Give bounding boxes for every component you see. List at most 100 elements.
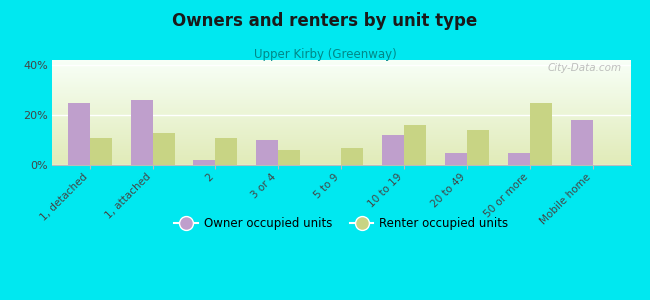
- Bar: [52, 92, 630, 94]
- Bar: [52, 122, 630, 123]
- Bar: [52, 85, 630, 86]
- Bar: [52, 111, 630, 112]
- Bar: [52, 152, 630, 153]
- Bar: [52, 109, 630, 110]
- Bar: [52, 164, 630, 165]
- Bar: [52, 129, 630, 130]
- Bar: [52, 148, 630, 149]
- Bar: [52, 77, 630, 78]
- Bar: [52, 60, 630, 61]
- Bar: [404, 125, 426, 165]
- Bar: [467, 130, 489, 165]
- Bar: [52, 127, 630, 128]
- Bar: [153, 133, 175, 165]
- Bar: [52, 73, 630, 74]
- Bar: [131, 100, 153, 165]
- Bar: [52, 140, 630, 141]
- Bar: [52, 104, 630, 105]
- Bar: [52, 79, 630, 80]
- Bar: [52, 71, 630, 73]
- Bar: [52, 63, 630, 64]
- Bar: [52, 68, 630, 69]
- Bar: [52, 134, 630, 136]
- Bar: [52, 116, 630, 117]
- Bar: [52, 131, 630, 132]
- Bar: [52, 67, 630, 68]
- Bar: [52, 142, 630, 143]
- Bar: [52, 155, 630, 157]
- Bar: [52, 138, 630, 139]
- Bar: [52, 144, 630, 145]
- Bar: [68, 103, 90, 165]
- Bar: [52, 124, 630, 125]
- Bar: [52, 86, 630, 87]
- Bar: [508, 152, 530, 165]
- Bar: [52, 119, 630, 120]
- Bar: [52, 106, 630, 107]
- Bar: [52, 143, 630, 144]
- Text: Upper Kirby (Greenway): Upper Kirby (Greenway): [254, 48, 396, 61]
- Bar: [52, 97, 630, 98]
- Bar: [52, 145, 630, 146]
- Bar: [278, 150, 300, 165]
- Bar: [52, 141, 630, 142]
- Bar: [52, 74, 630, 75]
- Bar: [52, 163, 630, 164]
- Bar: [52, 110, 630, 111]
- Bar: [52, 151, 630, 152]
- Bar: [52, 146, 630, 147]
- Bar: [52, 153, 630, 154]
- Bar: [52, 121, 630, 122]
- Bar: [52, 99, 630, 100]
- Bar: [52, 80, 630, 81]
- Bar: [52, 150, 630, 151]
- Bar: [52, 87, 630, 88]
- Bar: [52, 149, 630, 150]
- Bar: [52, 83, 630, 84]
- Bar: [52, 89, 630, 90]
- Bar: [382, 135, 404, 165]
- Bar: [52, 136, 630, 138]
- Bar: [216, 137, 237, 165]
- Bar: [52, 108, 630, 109]
- Bar: [52, 105, 630, 106]
- Bar: [52, 139, 630, 140]
- Bar: [52, 101, 630, 102]
- Bar: [52, 98, 630, 99]
- Legend: Owner occupied units, Renter occupied units: Owner occupied units, Renter occupied un…: [170, 212, 513, 235]
- Bar: [52, 78, 630, 79]
- Bar: [52, 95, 630, 96]
- Bar: [90, 137, 112, 165]
- Bar: [52, 75, 630, 76]
- Bar: [52, 125, 630, 126]
- Bar: [52, 113, 630, 115]
- Bar: [52, 76, 630, 77]
- Bar: [52, 132, 630, 134]
- Bar: [52, 88, 630, 89]
- Bar: [52, 162, 630, 163]
- Bar: [52, 117, 630, 118]
- Bar: [52, 90, 630, 92]
- Bar: [52, 62, 630, 63]
- Bar: [52, 123, 630, 124]
- Bar: [52, 118, 630, 119]
- Bar: [52, 70, 630, 71]
- Bar: [52, 120, 630, 121]
- Bar: [52, 82, 630, 83]
- Bar: [256, 140, 278, 165]
- Bar: [52, 115, 630, 116]
- Bar: [52, 136, 630, 137]
- Bar: [52, 84, 630, 85]
- Bar: [530, 103, 552, 165]
- Bar: [571, 120, 593, 165]
- Bar: [52, 100, 630, 101]
- Bar: [52, 103, 630, 104]
- Bar: [52, 128, 630, 129]
- Bar: [52, 107, 630, 108]
- Bar: [52, 66, 630, 67]
- Bar: [52, 94, 630, 95]
- Bar: [52, 158, 630, 159]
- Bar: [52, 130, 630, 131]
- Bar: [52, 154, 630, 155]
- Bar: [52, 81, 630, 82]
